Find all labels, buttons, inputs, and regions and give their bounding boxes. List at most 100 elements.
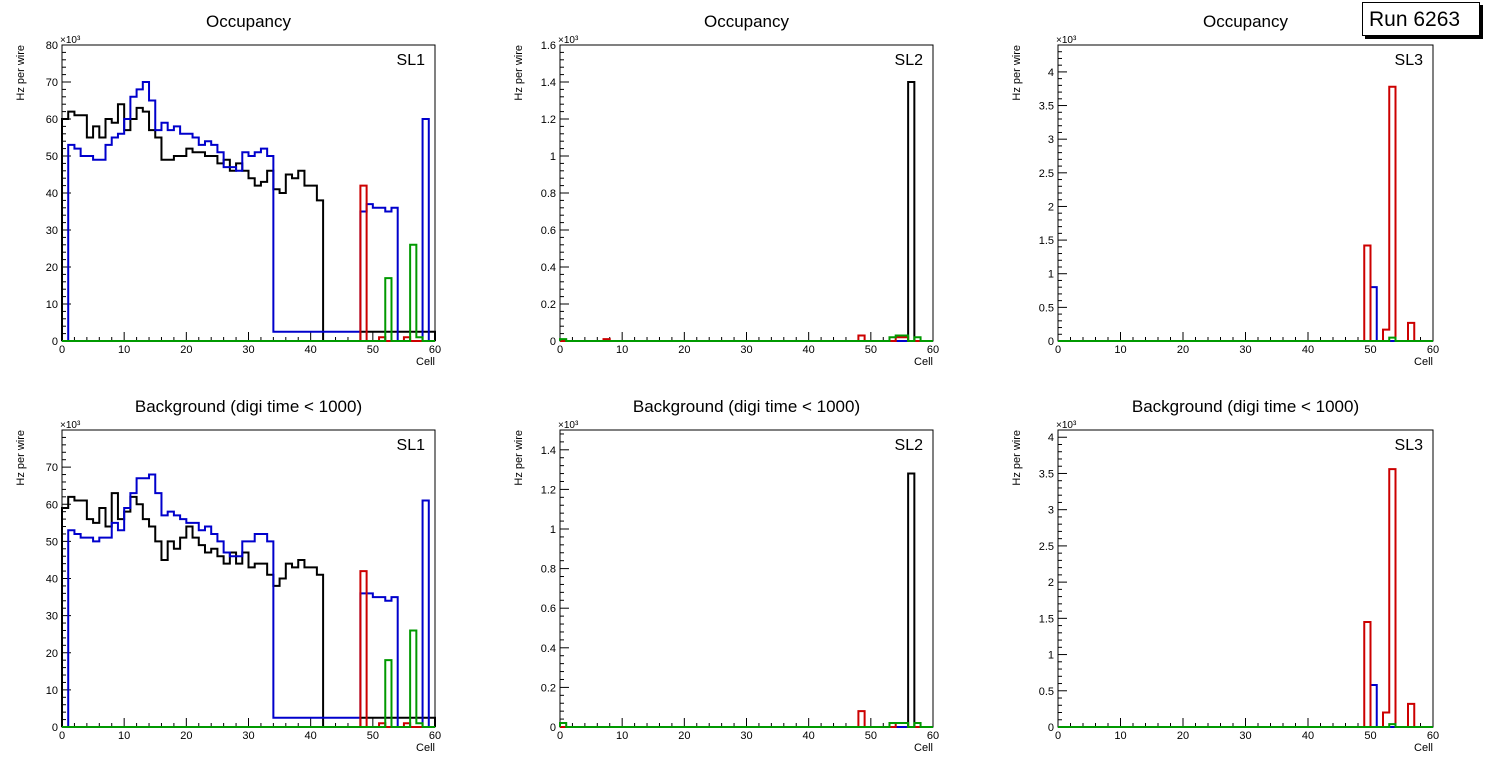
x-tick-label: 10 <box>616 730 628 742</box>
y-axis-exponent: ×10³ <box>558 35 579 46</box>
y-tick-label: 2 <box>1048 201 1054 213</box>
x-tick-label: 0 <box>59 344 65 356</box>
y-axis-exponent: ×10³ <box>60 420 81 431</box>
series-black-line <box>61 103 436 342</box>
y-tick-label: 0.8 <box>541 188 556 200</box>
x-axis-label: Cell <box>416 356 435 368</box>
y-tick-label: 1.2 <box>541 484 556 496</box>
x-tick-label: 20 <box>180 730 192 742</box>
y-tick-label: 10 <box>46 299 58 311</box>
panel-title: Occupancy <box>1203 12 1289 31</box>
y-tick-label: 3.5 <box>1039 468 1054 480</box>
x-tick-label: 50 <box>865 344 877 356</box>
x-axis-label: Cell <box>914 742 933 754</box>
x-tick-label: 10 <box>118 730 130 742</box>
y-tick-label: 50 <box>46 536 58 548</box>
x-tick-label: 0 <box>59 730 65 742</box>
series-blue-line <box>62 473 435 728</box>
panel-title: Background (digi time < 1000) <box>135 397 362 416</box>
x-tick-label: 30 <box>740 730 752 742</box>
histogram-panel: Background (digi time < 1000) SL1 Cell Hz p… <box>15 397 441 754</box>
x-tick-label: 30 <box>242 730 254 742</box>
superlayer-label: SL3 <box>1395 52 1424 69</box>
series-green-line <box>1058 336 1433 342</box>
y-tick-label: 30 <box>46 225 58 237</box>
x-tick-label: 40 <box>305 730 317 742</box>
y-tick-label: 1 <box>1048 269 1054 281</box>
y-tick-label: 80 <box>46 40 58 52</box>
y-tick-label: 1 <box>550 524 556 536</box>
x-tick-label: 30 <box>1239 344 1251 356</box>
y-tick-label: 10 <box>46 685 58 697</box>
x-tick-label: 10 <box>616 344 628 356</box>
y-axis-exponent: ×10³ <box>1056 35 1077 46</box>
x-tick-label: 40 <box>803 730 815 742</box>
y-tick-label: 3 <box>1048 134 1054 146</box>
y-tick-label: 2 <box>1048 577 1054 589</box>
x-tick-label: 40 <box>803 344 815 356</box>
y-tick-label: 3.5 <box>1039 101 1054 113</box>
series-black-line <box>560 472 933 728</box>
y-tick-label: 20 <box>46 648 58 660</box>
x-tick-label: 0 <box>557 344 563 356</box>
y-tick-label: 50 <box>46 151 58 163</box>
y-tick-label: 0 <box>52 336 58 348</box>
y-axis-label: Hz per wire <box>15 45 27 101</box>
y-axis-label: Hz per wire <box>15 430 27 486</box>
x-tick-label: 10 <box>1114 344 1126 356</box>
plot-frame <box>559 44 934 342</box>
y-axis-label: Hz per wire <box>513 430 525 486</box>
x-tick-label: 10 <box>118 344 130 356</box>
x-axis-label: Cell <box>1414 356 1433 368</box>
y-tick-label: 0.5 <box>1039 686 1054 698</box>
y-tick-label: 1.5 <box>1039 613 1054 625</box>
superlayer-label: SL3 <box>1395 437 1424 454</box>
y-tick-label: 1 <box>1048 650 1054 662</box>
y-tick-label: 1.2 <box>541 114 556 126</box>
series-black-line <box>560 81 933 342</box>
y-tick-label: 60 <box>46 114 58 126</box>
run-number-label: Run 6263 <box>1362 2 1480 36</box>
y-axis-label: Hz per wire <box>1011 430 1023 486</box>
y-tick-label: 0 <box>550 336 556 348</box>
y-axis-exponent: ×10³ <box>1056 420 1077 431</box>
x-tick-label: 40 <box>305 344 317 356</box>
x-tick-label: 10 <box>1114 730 1126 742</box>
y-tick-label: 20 <box>46 262 58 274</box>
histogram-panel: Background (digi time < 1000) SL3 Cell Hz p… <box>1011 397 1439 754</box>
histogram-panel: Background (digi time < 1000) SL2 Cell Hz p… <box>513 397 939 754</box>
x-tick-label: 50 <box>1364 344 1376 356</box>
x-tick-label: 20 <box>1177 730 1189 742</box>
y-tick-label: 4 <box>1048 67 1054 79</box>
y-axis-label: Hz per wire <box>1011 45 1023 101</box>
superlayer-label: SL2 <box>895 437 924 454</box>
histogram-panel: Occupancy SL1 Cell Hz per wire ×10³ 0 10 20 30 40… <box>15 12 441 368</box>
panel-title: Occupancy <box>206 12 292 31</box>
y-tick-label: 2.5 <box>1039 541 1054 553</box>
y-tick-label: 30 <box>46 611 58 623</box>
x-tick-label: 50 <box>865 730 877 742</box>
y-tick-label: 1 <box>550 151 556 163</box>
y-tick-label: 1.4 <box>541 77 556 89</box>
series-red-line <box>62 570 435 728</box>
x-tick-label: 50 <box>1364 730 1376 742</box>
x-tick-label: 20 <box>678 730 690 742</box>
x-tick-label: 20 <box>678 344 690 356</box>
panel-title: Background (digi time < 1000) <box>633 397 860 416</box>
x-axis-label: Cell <box>416 742 435 754</box>
y-tick-label: 0.6 <box>541 603 556 615</box>
x-tick-label: 50 <box>367 730 379 742</box>
plot-frame <box>1057 429 1434 728</box>
x-tick-label: 60 <box>429 344 441 356</box>
panel-title: Background (digi time < 1000) <box>1132 397 1359 416</box>
superlayer-label: SL1 <box>397 437 426 454</box>
superlayer-label: SL1 <box>397 52 426 69</box>
x-tick-label: 60 <box>927 730 939 742</box>
y-tick-label: 0 <box>52 722 58 734</box>
x-tick-label: 0 <box>1055 344 1061 356</box>
plot-frame <box>61 429 436 728</box>
y-tick-label: 0 <box>550 722 556 734</box>
y-axis-exponent: ×10³ <box>60 35 81 46</box>
